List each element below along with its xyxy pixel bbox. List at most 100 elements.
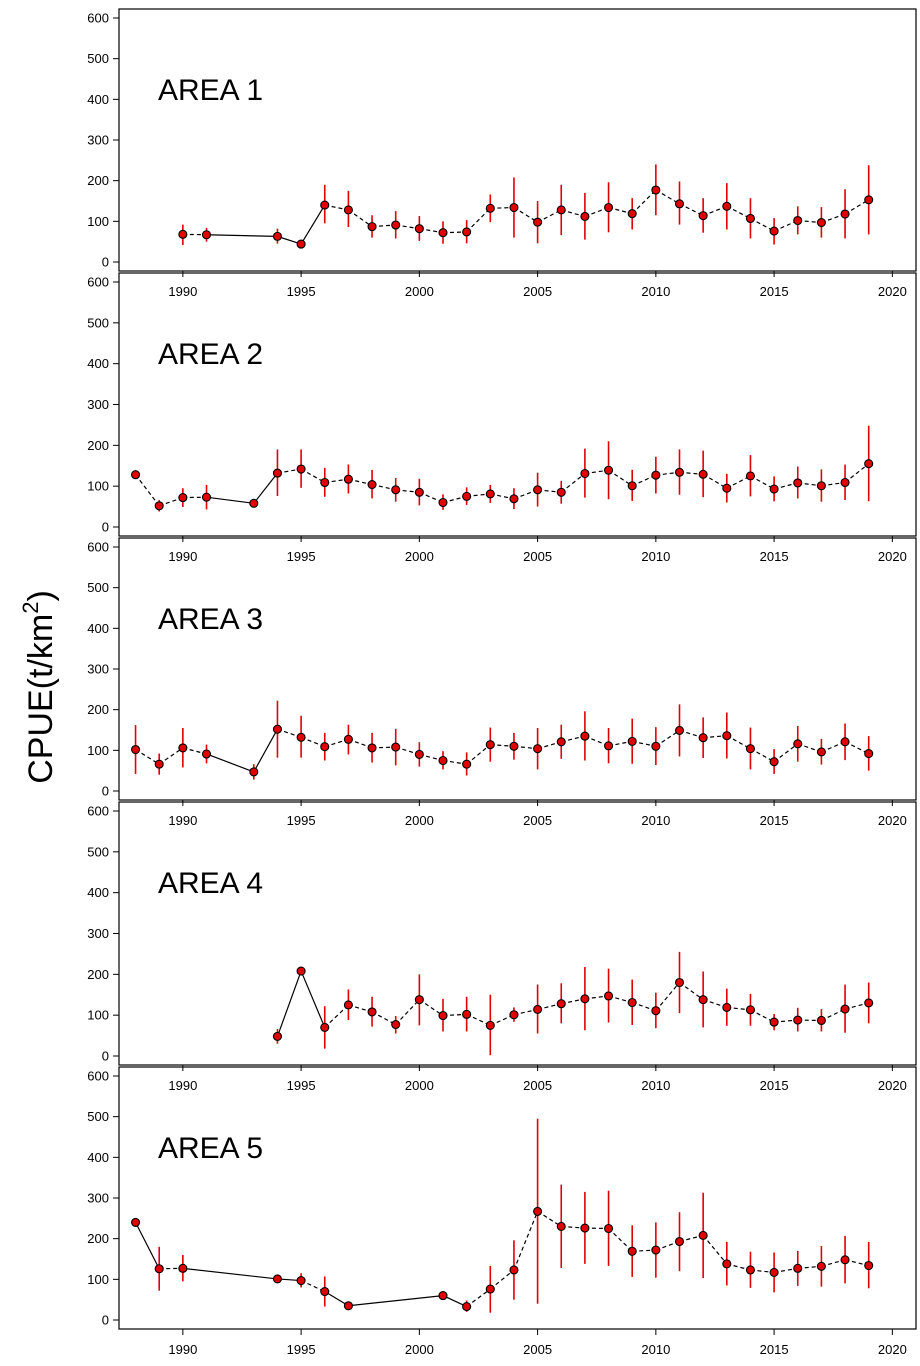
series-segment <box>631 189 657 215</box>
y-tick-label: 0 <box>102 520 109 535</box>
data-point <box>864 195 874 205</box>
data-point <box>509 741 519 751</box>
data-point <box>438 497 448 508</box>
data-point <box>793 739 803 749</box>
series-segment <box>655 189 680 205</box>
x-tick-label: 2005 <box>523 813 552 828</box>
y-tick-label: 400 <box>87 1150 109 1165</box>
data-point <box>580 468 590 479</box>
y-axis-label-superscript: 2 <box>18 602 43 614</box>
x-tick-label: 2005 <box>523 1078 552 1093</box>
x-tick-label: 1990 <box>168 813 197 828</box>
data-point <box>367 222 377 232</box>
data-point <box>367 479 377 490</box>
data-point <box>533 1206 543 1216</box>
data-point <box>580 211 590 222</box>
data-point <box>816 481 826 491</box>
data-point <box>769 226 779 236</box>
x-tick-label: 1990 <box>168 1342 197 1357</box>
data-point <box>604 202 614 213</box>
y-tick-label: 300 <box>87 1191 109 1206</box>
data-point <box>249 767 259 777</box>
y-tick-label: 400 <box>87 885 109 900</box>
data-point <box>651 1006 661 1016</box>
data-point <box>864 459 874 469</box>
series-segment <box>206 234 278 237</box>
data-point <box>343 205 353 215</box>
series-segment <box>537 1210 562 1227</box>
data-point <box>438 755 448 766</box>
data-point <box>722 1259 732 1269</box>
series-segment <box>324 1291 349 1307</box>
data-point <box>485 203 495 213</box>
data-point <box>509 1265 519 1275</box>
x-tick-label: 1990 <box>168 284 197 299</box>
panel-area-3: 0 100 200 300 400 500 600 1990 1995 2000 2005 2010 2… <box>87 537 917 828</box>
data-point <box>674 199 685 209</box>
data-point <box>462 1302 472 1312</box>
data-point <box>651 741 661 751</box>
series-segment <box>608 1228 633 1252</box>
series-segment <box>419 999 444 1017</box>
data-point <box>509 1010 519 1020</box>
series-segment <box>206 496 254 504</box>
y-tick-label: 400 <box>87 356 109 371</box>
panel-title: AREA 4 <box>158 867 263 900</box>
x-tick-label: 2015 <box>760 284 789 299</box>
data-point <box>651 470 661 480</box>
panel-frame <box>118 537 917 801</box>
data-point <box>391 485 401 495</box>
data-point <box>674 1236 685 1247</box>
panel-title: AREA 3 <box>158 603 263 636</box>
data-point <box>320 1022 330 1032</box>
y-tick-label: 500 <box>87 844 109 859</box>
x-tick-label: 2020 <box>878 1078 907 1093</box>
data-point <box>816 747 826 757</box>
data-point <box>343 1301 353 1311</box>
data-point <box>533 744 543 754</box>
data-point <box>201 749 212 759</box>
y-tick-label: 100 <box>87 214 109 229</box>
panel-frame <box>118 801 917 1066</box>
y-tick-label: 0 <box>102 784 109 799</box>
data-point <box>840 209 850 219</box>
data-point <box>485 489 495 499</box>
y-axis-label-text: CPUE(t/km <box>22 614 60 784</box>
data-point <box>178 493 188 503</box>
data-point <box>556 999 566 1009</box>
y-tick-label: 0 <box>102 1049 109 1064</box>
data-point <box>201 492 212 502</box>
x-tick-label: 2000 <box>405 1342 434 1357</box>
y-tick-label: 400 <box>87 621 109 636</box>
x-tick-label: 2015 <box>760 1342 789 1357</box>
series-segment <box>702 473 728 489</box>
panel-area-4: 0 100 200 300 400 500 600 1990 1995 2000 2005 2010 2… <box>87 801 917 1093</box>
data-point <box>485 1020 495 1030</box>
data-point <box>249 498 259 508</box>
data-point <box>556 487 566 497</box>
x-tick-label: 2000 <box>405 284 434 299</box>
data-point <box>698 469 708 479</box>
series-segment <box>844 463 870 483</box>
data-point <box>367 743 377 753</box>
panel-title: AREA 1 <box>158 74 263 107</box>
series-segment <box>844 199 870 215</box>
series-segment <box>135 1222 160 1270</box>
y-tick-label: 0 <box>102 255 109 270</box>
data-point <box>272 1274 283 1284</box>
data-point <box>793 478 803 488</box>
x-tick-label: 2015 <box>760 813 789 828</box>
series-segment <box>324 1004 349 1028</box>
y-tick-label: 600 <box>87 804 109 819</box>
data-point <box>178 1263 188 1273</box>
data-point <box>462 491 472 501</box>
data-point <box>391 742 401 752</box>
y-tick-label: 600 <box>87 275 109 290</box>
data-point <box>627 1246 637 1256</box>
series-segment <box>466 207 491 233</box>
data-point <box>674 977 685 988</box>
y-tick-label: 200 <box>87 1231 109 1246</box>
x-tick-label: 2010 <box>641 813 670 828</box>
data-point <box>414 224 424 234</box>
